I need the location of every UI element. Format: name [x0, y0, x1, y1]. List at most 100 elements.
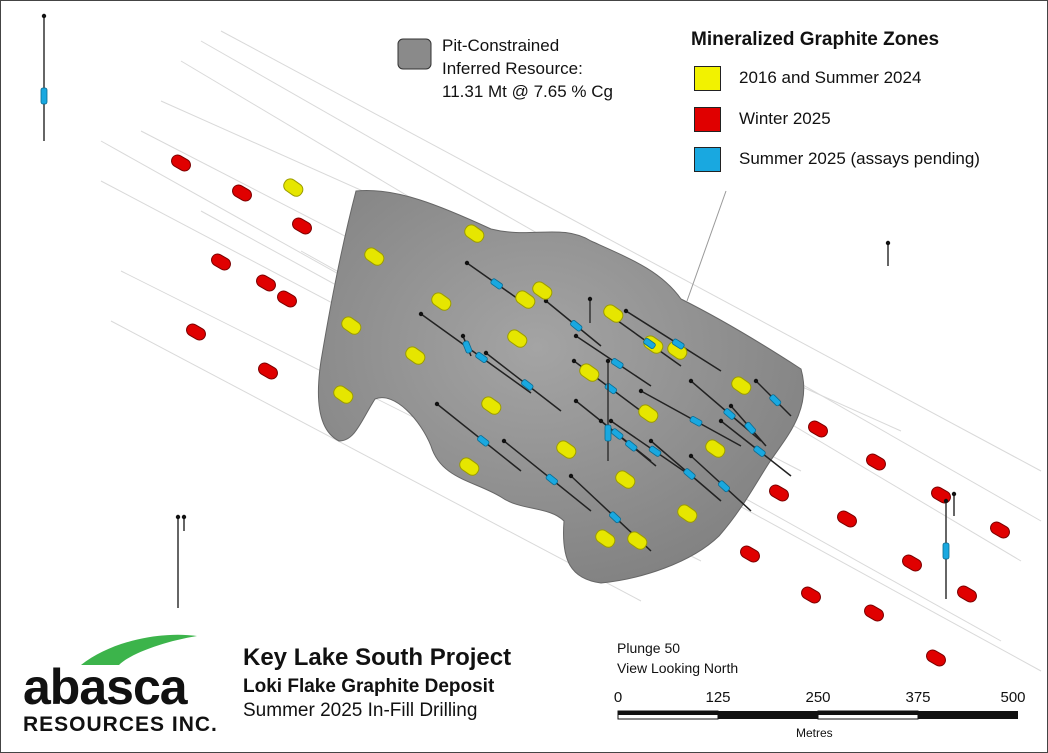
blue-zone-intercept: [462, 340, 473, 354]
deposit-title: Loki Flake Graphite Deposit: [243, 676, 495, 697]
drill-collar: [573, 398, 579, 404]
yellow-zone-cylinder: [627, 531, 648, 550]
vertical-hole-collar: [943, 498, 949, 504]
drill-collar: [483, 350, 489, 356]
view-info: Plunge 50 View Looking North: [617, 638, 738, 678]
red-zone-cylinder: [171, 154, 191, 172]
drill-collar: [568, 473, 574, 479]
red-zone-cylinder: [292, 217, 312, 235]
drill-collar: [464, 260, 470, 266]
blue-zone-intercept: [942, 542, 950, 560]
yellow-zone-cylinder: [515, 290, 536, 309]
scale-tick-500: 500: [1000, 689, 1026, 706]
red-zone-cylinder: [957, 585, 977, 603]
blue-zone-intercept: [490, 278, 503, 290]
drill-collar: [543, 298, 549, 304]
blue-zone-intercept: [769, 394, 782, 407]
blue-zone-intercept: [477, 435, 490, 447]
drill-collar: [718, 418, 724, 424]
pit-shell-legend-swatch: [397, 38, 432, 70]
red-zone-cylinder: [990, 521, 1010, 539]
vertical-hole-collar: [181, 514, 187, 520]
drill-collar: [623, 308, 629, 314]
blue-zone-intercept: [608, 511, 622, 524]
yellow-zone-cylinder: [677, 504, 698, 523]
yellow-zone-cylinder: [615, 470, 636, 489]
resource-label-line1: Pit-Constrained: [442, 36, 560, 55]
drill-collar: [688, 453, 694, 459]
vertical-hole-collar: [175, 514, 181, 520]
yellow-zone-cylinder: [341, 316, 362, 335]
red-zone-cylinder: [258, 362, 278, 380]
yellow-zone-cylinder: [579, 363, 600, 382]
drill-collar: [434, 401, 440, 407]
yellow-zone-cylinder: [603, 304, 624, 323]
drill-collar: [753, 378, 759, 384]
project-title: Key Lake South Project: [243, 644, 512, 671]
drill-collar: [688, 378, 694, 384]
resource-label: Pit-Constrained Inferred Resource: 11.31…: [442, 34, 613, 103]
blue-zone-intercept: [611, 428, 624, 440]
vertical-hole-collar: [951, 491, 957, 497]
red-zone-cylinder: [864, 604, 884, 622]
red-zone-cylinder: [902, 554, 922, 572]
blue-zone-intercept: [753, 445, 766, 457]
yellow-zone-cylinder: [283, 178, 304, 197]
scale-unit: Metres: [796, 726, 833, 740]
legend-item-red: Winter 2025: [694, 106, 831, 132]
red-zone-cylinder: [769, 484, 789, 502]
red-zone-cylinder: [740, 545, 760, 563]
blue-zone-intercept: [610, 358, 624, 369]
scale-tick-0: 0: [613, 689, 623, 706]
yellow-zone-cylinder: [333, 385, 354, 404]
blue-zone-intercept: [723, 408, 736, 420]
red-zone-cylinder: [211, 253, 231, 271]
yellow-zone-cylinder: [431, 292, 452, 311]
blue-zone-intercept: [744, 421, 757, 435]
drilling-title: Summer 2025 In-Fill Drilling: [243, 700, 478, 721]
view-direction-label: View Looking North: [617, 660, 739, 676]
yellow-zone-cylinder: [532, 281, 553, 300]
red-zone-cylinder: [277, 290, 297, 308]
scale-tick-125: 125: [705, 689, 731, 706]
yellow-zones: [283, 178, 752, 550]
resource-label-line3: 11.31 Mt @ 7.65 % Cg: [442, 82, 613, 101]
legend-label-red: Winter 2025: [739, 109, 831, 128]
yellow-zone-cylinder: [556, 440, 577, 459]
legend-swatch-blue: [694, 146, 721, 172]
drill-collar: [728, 403, 734, 409]
section-line: [220, 30, 1042, 472]
drill-collar: [501, 438, 507, 444]
drill-collar: [638, 388, 644, 394]
red-zone-cylinder: [232, 184, 252, 202]
red-zone-cylinder: [926, 649, 946, 667]
blue-zone-intercept: [717, 480, 731, 493]
logo-swoosh: [81, 634, 197, 665]
company-logo-subtitle: RESOURCES INC.: [23, 713, 218, 736]
red-zone-cylinder: [186, 323, 206, 341]
yellow-zone-cylinder: [595, 529, 616, 548]
drill-collar: [460, 333, 466, 339]
drill-collar: [418, 311, 424, 317]
red-zone-cylinder: [801, 586, 821, 604]
yellow-zone-cylinder: [507, 329, 528, 348]
scale-bar: [617, 710, 1018, 720]
legend-swatch-red: [694, 106, 721, 132]
legend-item-blue: Summer 2025 (assays pending): [694, 146, 980, 172]
resource-leader-line: [686, 190, 727, 302]
red-zone-cylinder: [837, 510, 857, 528]
drill-collar: [648, 438, 654, 444]
blue-zone-intercept: [604, 424, 612, 442]
resource-label-line2: Inferred Resource:: [442, 59, 583, 78]
vertical-hole-collar: [605, 358, 611, 364]
yellow-zone-cylinder: [638, 404, 659, 423]
legend-item-yellow: 2016 and Summer 2024: [694, 65, 921, 91]
yellow-zone-cylinder: [464, 224, 485, 243]
blue-zone-intercept: [648, 445, 662, 457]
blue-zone-intercept: [689, 416, 703, 427]
drill-collar: [608, 418, 614, 424]
blue-zone-intercept: [625, 440, 638, 452]
vertical-hole-collar: [41, 13, 47, 19]
